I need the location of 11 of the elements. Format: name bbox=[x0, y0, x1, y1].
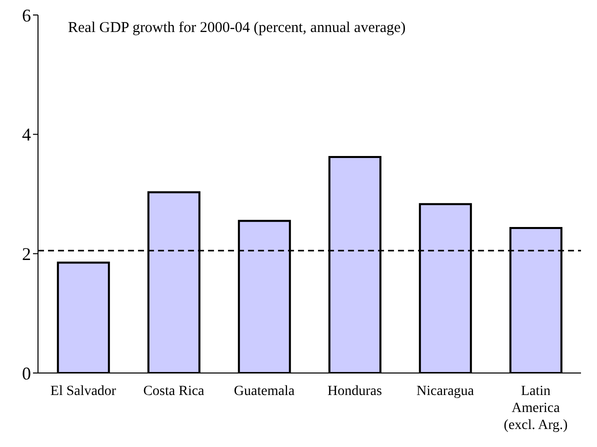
x-tick-label: Guatemala bbox=[234, 384, 296, 399]
x-tick-label: Costa Rica bbox=[143, 384, 206, 399]
x-tick-label: Honduras bbox=[328, 384, 382, 399]
y-tick-label: 0 bbox=[22, 363, 31, 384]
chart-title: Real GDP growth for 2000-04 (percent, annual average) bbox=[68, 20, 406, 37]
y-tick-label: 4 bbox=[22, 124, 31, 145]
y-tick-label: 6 bbox=[22, 5, 31, 26]
x-tick-label: Nicaragua bbox=[416, 384, 475, 399]
y-tick-label: 2 bbox=[22, 244, 31, 264]
x-tick-label: El Salvador bbox=[50, 384, 116, 399]
x-tick-label: Latin America (excl. Arg.) bbox=[504, 384, 568, 433]
